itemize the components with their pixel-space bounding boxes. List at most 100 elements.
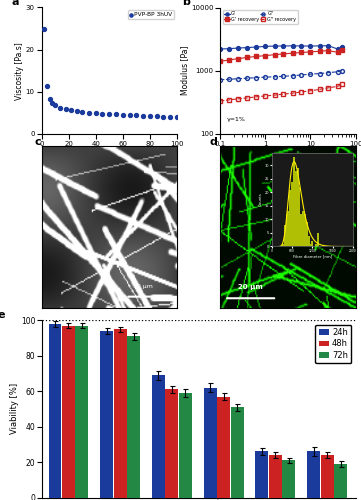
Point [79, 108, 85, 116]
Bar [100, 331, 113, 498]
Bar [152, 376, 165, 498]
G" recovery [245, 95, 249, 101]
G' [281, 43, 286, 49]
G' [254, 44, 258, 50]
G" recovery [236, 96, 240, 102]
Bar [269, 455, 282, 498]
Bar [114, 329, 127, 498]
Bar [204, 388, 217, 498]
G" [273, 74, 277, 80]
G" recovery [335, 84, 340, 89]
Point [47, 95, 53, 103]
G" [318, 70, 322, 76]
Point [113, 110, 119, 118]
Legend: PVP-BP 3hUV: PVP-BP 3hUV [128, 10, 174, 19]
Point [106, 110, 112, 118]
G" recovery [227, 97, 232, 103]
G' [236, 45, 240, 51]
Text: b: b [182, 0, 190, 8]
Point [93, 109, 99, 117]
Bar [48, 324, 61, 498]
Point [69, 106, 74, 114]
G' [340, 44, 344, 50]
G' recovery [340, 46, 344, 52]
Point [42, 26, 47, 34]
G' recovery [254, 54, 258, 60]
Point [161, 112, 166, 120]
G' recovery [281, 51, 286, 57]
Line: G' recovery: G' recovery [218, 48, 344, 64]
G" recovery [290, 90, 295, 96]
Point [147, 112, 153, 120]
G' recovery [326, 48, 331, 54]
G" [227, 76, 232, 82]
Bar [179, 393, 192, 498]
G" [326, 70, 331, 75]
G' [299, 43, 304, 49]
Bar [321, 455, 334, 498]
Text: a: a [12, 0, 19, 8]
X-axis label: Frequency [Hz]: Frequency [Hz] [259, 148, 317, 157]
Line: G": G" [218, 68, 344, 82]
Y-axis label: Modulus [Pa]: Modulus [Pa] [180, 46, 190, 96]
Y-axis label: Viability [%]: Viability [%] [10, 384, 19, 434]
G' recovery [263, 52, 268, 59]
Text: γ=1%: γ=1% [227, 118, 246, 122]
Point [174, 114, 180, 122]
Line: G': G' [218, 44, 344, 51]
Bar [62, 326, 75, 498]
G' recovery [299, 50, 304, 56]
G' [263, 44, 268, 50]
G" recovery [218, 98, 222, 104]
G' recovery [335, 50, 340, 56]
G" recovery [326, 85, 331, 91]
G" [236, 76, 240, 82]
Text: e: e [0, 310, 5, 320]
Text: 10 μm: 10 μm [133, 284, 153, 288]
G" [263, 74, 268, 80]
G' recovery [308, 49, 313, 55]
G' recovery [318, 48, 322, 54]
Bar [127, 336, 140, 498]
G" [308, 71, 313, 77]
G" [254, 74, 258, 80]
G" recovery [254, 94, 258, 100]
G' recovery [290, 50, 295, 56]
Legend: 24h, 48h, 72h: 24h, 48h, 72h [316, 324, 351, 363]
G' [245, 44, 249, 51]
G" recovery [318, 86, 322, 92]
Bar [282, 460, 295, 498]
Bar [256, 452, 268, 498]
G' [290, 43, 295, 49]
G" recovery [263, 93, 268, 99]
G" [340, 68, 344, 73]
G' recovery [273, 52, 277, 58]
Y-axis label: Viscosity [Pa.s]: Viscosity [Pa.s] [15, 42, 24, 100]
G' [318, 43, 322, 49]
G" recovery [299, 89, 304, 95]
Point [140, 112, 146, 120]
Point [100, 110, 105, 118]
Bar [75, 326, 88, 498]
G" [245, 75, 249, 81]
G' [227, 46, 232, 52]
Point [120, 110, 126, 118]
Point [127, 111, 132, 119]
Point [74, 107, 80, 115]
G' recovery [245, 54, 249, 60]
Legend: G', G' recovery, G", G" recovery: G', G' recovery, G", G" recovery [223, 10, 298, 24]
Point [167, 113, 173, 121]
G' recovery [218, 58, 222, 64]
Point [49, 100, 55, 108]
G' [308, 43, 313, 49]
Point [58, 104, 64, 112]
Line: G" recovery: G" recovery [218, 82, 344, 103]
X-axis label: Shear rate [s⁻¹]: Shear rate [s⁻¹] [79, 148, 139, 157]
G' [326, 42, 331, 48]
Point [52, 101, 58, 109]
G" recovery [281, 91, 286, 97]
G" [218, 76, 222, 82]
G" recovery [273, 92, 277, 98]
G" [290, 73, 295, 79]
G" [281, 74, 286, 80]
